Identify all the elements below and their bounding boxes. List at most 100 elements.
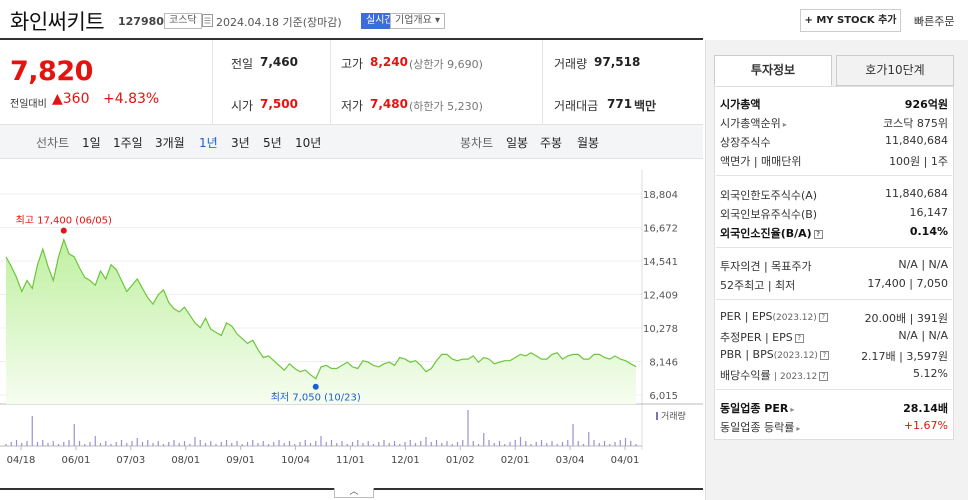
tab-3year[interactable]: 3년 bbox=[231, 136, 250, 150]
quick-order-link[interactable]: 빠른주문 bbox=[914, 15, 955, 28]
help-icon[interactable]: ? bbox=[794, 333, 804, 343]
tab-monthly[interactable]: 월봉 bbox=[577, 136, 600, 150]
volume-bar bbox=[246, 442, 249, 446]
volume-bar bbox=[367, 441, 369, 446]
row-market-cap-rank[interactable]: 시가총액순위 ▸ 코스닥 875위 bbox=[720, 117, 948, 130]
volume-bar bbox=[283, 443, 285, 446]
volume-bar bbox=[467, 410, 469, 446]
volume-bar bbox=[383, 440, 385, 446]
volume-bar bbox=[504, 444, 506, 446]
volume-bar bbox=[42, 440, 44, 446]
x-tick-label: 08/01 bbox=[171, 455, 200, 466]
volume-bar bbox=[630, 441, 632, 446]
tab-invest-info[interactable]: 투자정보 bbox=[714, 55, 832, 86]
stock-name: 화인써키트 bbox=[10, 10, 105, 34]
price-area bbox=[6, 239, 636, 404]
volume-bar bbox=[483, 433, 485, 446]
volume-bar bbox=[21, 443, 23, 446]
volume-bar bbox=[420, 441, 422, 446]
row-per: PER | EPS(2023.12)? 20.00배 | 391원 bbox=[720, 310, 948, 325]
volume-bar bbox=[225, 440, 228, 446]
row-industry-per[interactable]: 동일업종 PER ▸ 28.14배 bbox=[720, 402, 948, 415]
add-mystock-button[interactable]: + MY STOCK 추가 bbox=[800, 9, 901, 32]
volume-bar bbox=[304, 440, 306, 446]
row-industry-change[interactable]: 동일업종 등락률 ▸ +1.67% bbox=[720, 419, 948, 434]
volume-bar bbox=[115, 442, 117, 446]
help-icon[interactable]: ? bbox=[818, 312, 828, 322]
trade-amount-unit: 백만 bbox=[634, 99, 657, 113]
high-label: 최고 17,400 (06/05) bbox=[16, 215, 112, 227]
y-tick-label: 16,672 bbox=[643, 224, 678, 235]
volume-bar bbox=[52, 441, 54, 446]
volume-bar bbox=[477, 444, 480, 446]
collapse-chart-button[interactable]: ︿ bbox=[334, 488, 374, 498]
volume-bar bbox=[89, 442, 91, 446]
volume-bar bbox=[162, 444, 165, 446]
row-listed-shares: 상장주식수 11,840,684 bbox=[720, 134, 948, 149]
panel-divider bbox=[716, 175, 952, 176]
help-icon[interactable]: ? bbox=[813, 229, 823, 239]
open-value: 7,500 bbox=[260, 97, 298, 111]
volume-bar bbox=[362, 443, 364, 446]
volume-bar bbox=[409, 440, 411, 446]
y-tick-label: 14,541 bbox=[643, 257, 678, 268]
volume-bar bbox=[136, 438, 138, 446]
chart-period-bar bbox=[0, 124, 703, 159]
volume-legend-label: 거래량 bbox=[661, 410, 686, 422]
tab-1week[interactable]: 1주일 bbox=[113, 136, 143, 150]
volume-bar bbox=[624, 438, 627, 446]
tab-quote-10[interactable]: 호가10단계 bbox=[836, 55, 954, 86]
trade-amount-label: 거래대금 bbox=[554, 99, 599, 113]
volume-bar bbox=[404, 442, 406, 446]
volume-bar bbox=[498, 441, 501, 446]
invest-info-box bbox=[714, 86, 954, 440]
volume-bar bbox=[603, 441, 606, 446]
volume-bar bbox=[36, 442, 39, 446]
volume-bar bbox=[257, 443, 259, 446]
volume-bar bbox=[357, 440, 359, 446]
volume-bar bbox=[472, 441, 474, 446]
volume-bar bbox=[120, 440, 123, 446]
tab-1day[interactable]: 1일 bbox=[82, 136, 101, 150]
open-label: 시가 bbox=[231, 99, 254, 113]
y-tick-label: 10,278 bbox=[643, 324, 678, 335]
chevron-up-icon: ︿ bbox=[349, 487, 359, 497]
volume-bar bbox=[315, 441, 317, 446]
volume-bar bbox=[141, 442, 144, 446]
volume-bar bbox=[456, 442, 459, 446]
x-tick-label: 06/01 bbox=[61, 455, 90, 466]
tab-1year[interactable]: 1년 bbox=[199, 136, 218, 150]
volume-bar bbox=[488, 440, 490, 446]
volume-bar bbox=[588, 432, 590, 446]
volume-bar bbox=[178, 443, 180, 446]
volume-bar bbox=[372, 444, 375, 446]
prev-close-label: 전일 bbox=[231, 57, 254, 71]
company-info-dropdown[interactable]: 기업개요 ▾ bbox=[390, 13, 445, 29]
lower-limit: (하한가 5,230) bbox=[409, 100, 483, 113]
market-badge: 코스닥 bbox=[164, 13, 202, 29]
volume-bar bbox=[204, 443, 207, 446]
stock-code: 127980 bbox=[118, 15, 164, 28]
volume-bar bbox=[5, 444, 7, 446]
tab-weekly[interactable]: 주봉 bbox=[540, 136, 563, 150]
high-label: 고가 bbox=[341, 57, 364, 71]
help-icon[interactable]: ? bbox=[819, 371, 829, 381]
volume-bar bbox=[168, 442, 170, 446]
volume-bar bbox=[105, 441, 107, 446]
volume-bar bbox=[320, 436, 322, 446]
volume-bar bbox=[199, 440, 201, 446]
volume-bar bbox=[519, 437, 522, 446]
prev-close-value: 7,460 bbox=[260, 55, 298, 69]
volume-bar bbox=[341, 441, 343, 446]
summary-divider bbox=[212, 40, 213, 124]
tab-3month[interactable]: 3개월 bbox=[155, 136, 185, 150]
volume-bar bbox=[173, 440, 175, 446]
volume-bar bbox=[336, 443, 338, 446]
tab-10year[interactable]: 10년 bbox=[295, 136, 322, 150]
x-tick-label: 02/01 bbox=[501, 455, 530, 466]
volume-bar bbox=[267, 444, 270, 446]
tab-5year[interactable]: 5년 bbox=[263, 136, 282, 150]
tab-daily[interactable]: 일봉 bbox=[506, 136, 529, 150]
help-icon[interactable]: ? bbox=[819, 350, 829, 360]
volume-bar bbox=[425, 437, 427, 446]
